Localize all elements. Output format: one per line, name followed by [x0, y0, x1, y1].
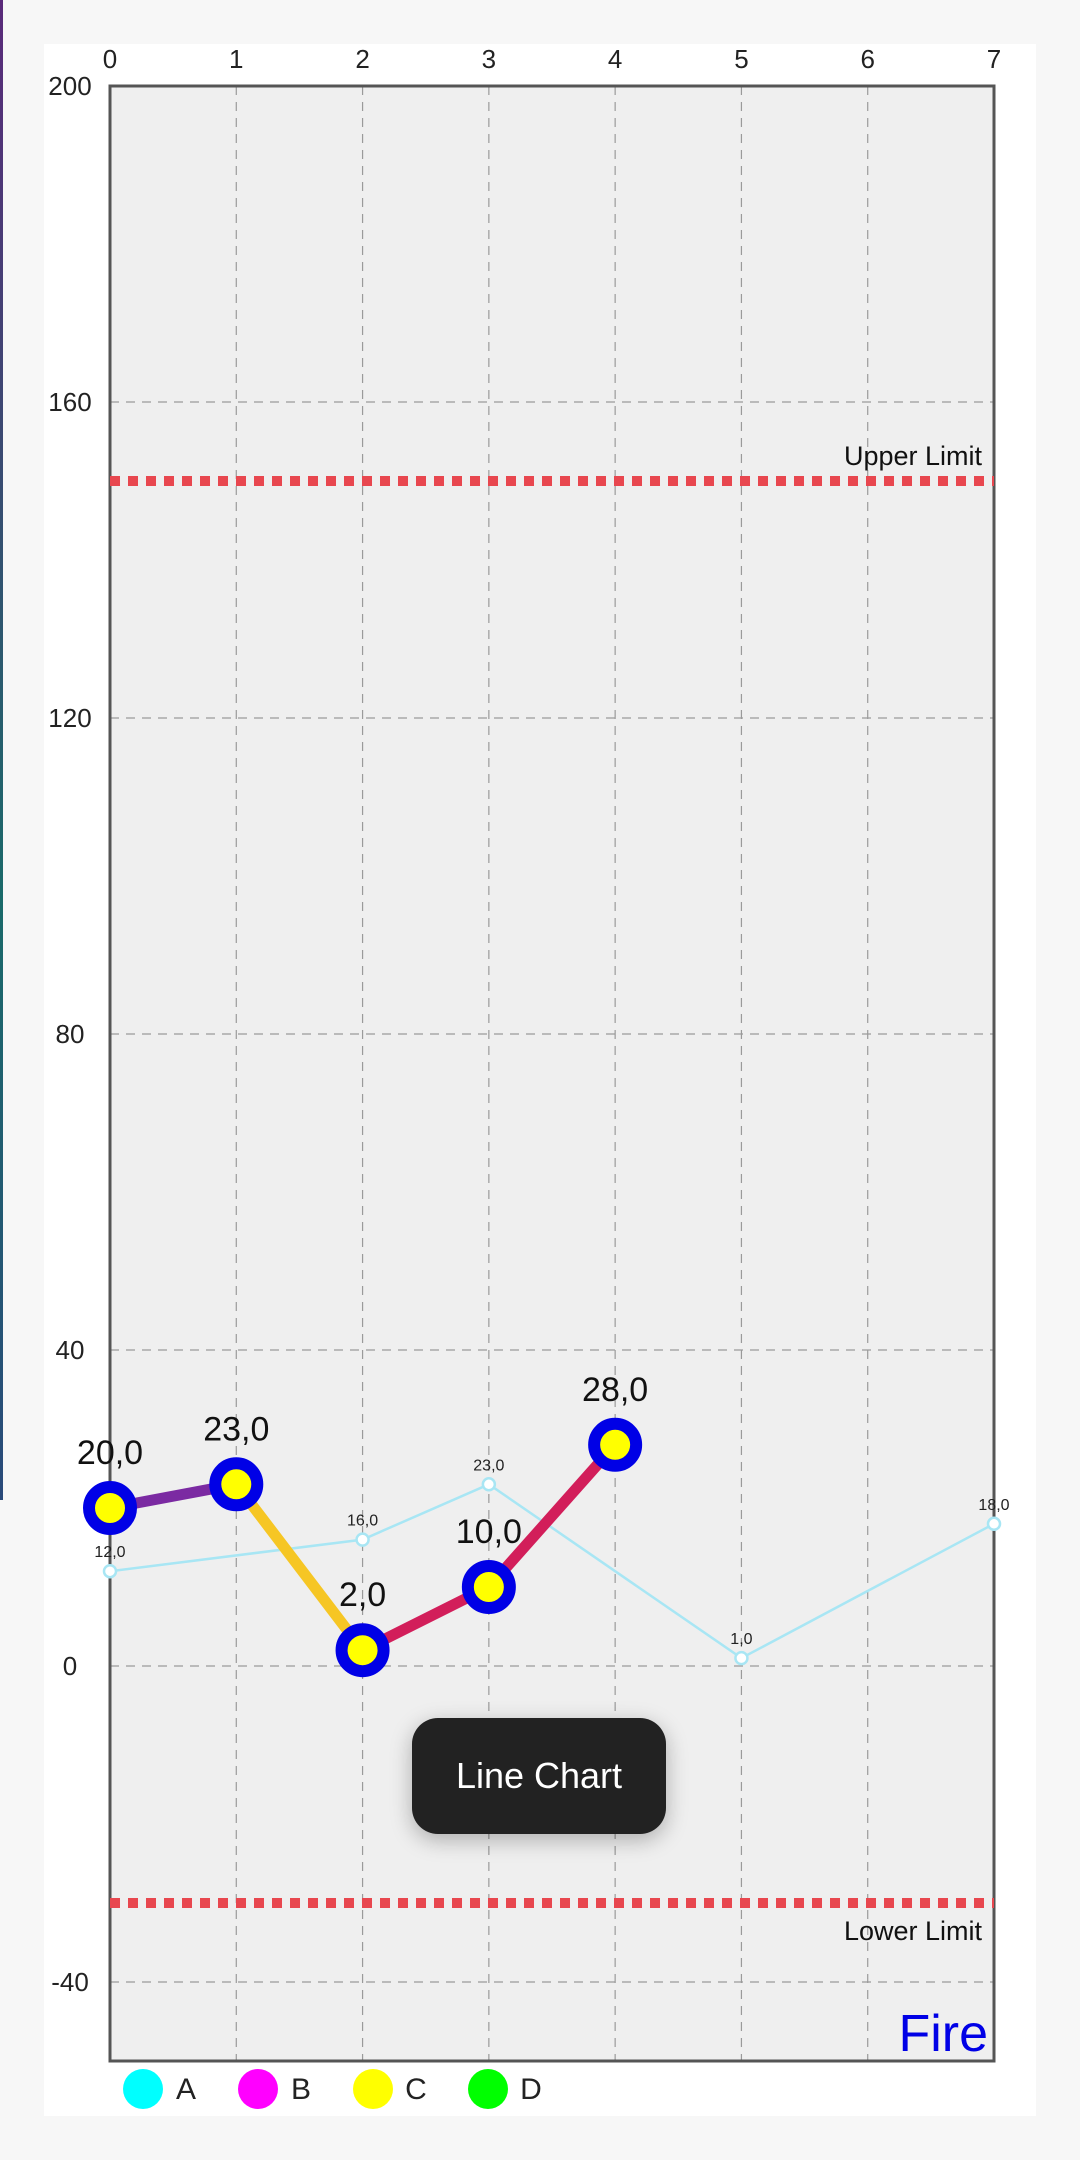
legend-label: D	[520, 2073, 542, 2106]
data-point	[734, 1650, 749, 1666]
y-tick-label: -40	[51, 1967, 89, 1997]
y-tick-label: 200	[48, 71, 91, 101]
x-tick-label: 4	[608, 44, 622, 74]
x-tick-label: 0	[103, 44, 117, 74]
legend-swatch	[468, 2069, 508, 2109]
data-label: 20,0	[77, 1434, 143, 1472]
legend-label: A	[176, 2073, 196, 2106]
x-tick-label: 7	[987, 44, 1001, 74]
limit-line-label: Upper Limit	[844, 441, 983, 471]
data-point	[588, 1417, 643, 1472]
y-tick-label: 120	[48, 703, 91, 733]
data-label: 28,0	[582, 1371, 648, 1409]
series-segment	[483, 1439, 621, 1593]
data-point	[83, 1481, 137, 1535]
chart-card: 0 1 2 3 4 5 6 7 200 160 120 80 40 0 -40 Upper Limit Lowe…	[44, 44, 1036, 2116]
y-tick-label: 40	[56, 1335, 85, 1365]
data-point	[335, 1623, 390, 1678]
legend-label: B	[291, 2073, 311, 2106]
legend-swatch	[123, 2069, 163, 2109]
data-label: 16,0	[347, 1513, 378, 1530]
legend-swatch	[353, 2069, 393, 2109]
data-point	[102, 1563, 118, 1579]
data-point	[209, 1457, 264, 1512]
chart-watermark: Fire	[898, 2005, 988, 2063]
data-point	[986, 1516, 1002, 1532]
limit-line-label: Lower Limit	[844, 1916, 983, 1946]
left-edge-strip	[0, 0, 3, 1500]
x-tick-label: 2	[355, 44, 369, 74]
x-tick-label: 3	[482, 44, 496, 74]
data-point	[481, 1477, 497, 1492]
data-point	[461, 1560, 516, 1614]
data-label: 23,0	[203, 1410, 269, 1448]
legend-label: C	[405, 2073, 427, 2106]
data-label: 18,0	[978, 1497, 1009, 1514]
plot-frame	[108, 84, 996, 2063]
x-tick-label: 5	[734, 44, 748, 74]
x-tick-label: 6	[860, 44, 874, 74]
series-segment	[230, 1478, 369, 1656]
toast-message: Line Chart	[412, 1718, 666, 1834]
data-label: 10,0	[456, 1513, 522, 1551]
data-label: 1,0	[730, 1631, 752, 1648]
y-tick-label: 0	[63, 1651, 77, 1681]
y-tick-label: 160	[48, 387, 91, 417]
data-point	[355, 1532, 370, 1547]
x-tick-label: 1	[229, 44, 243, 74]
data-label: 12,0	[94, 1544, 125, 1561]
data-label: 23,0	[473, 1457, 504, 1474]
data-label: 2,0	[339, 1576, 386, 1614]
y-tick-label: 80	[56, 1019, 85, 1049]
legend-swatch	[238, 2069, 278, 2109]
